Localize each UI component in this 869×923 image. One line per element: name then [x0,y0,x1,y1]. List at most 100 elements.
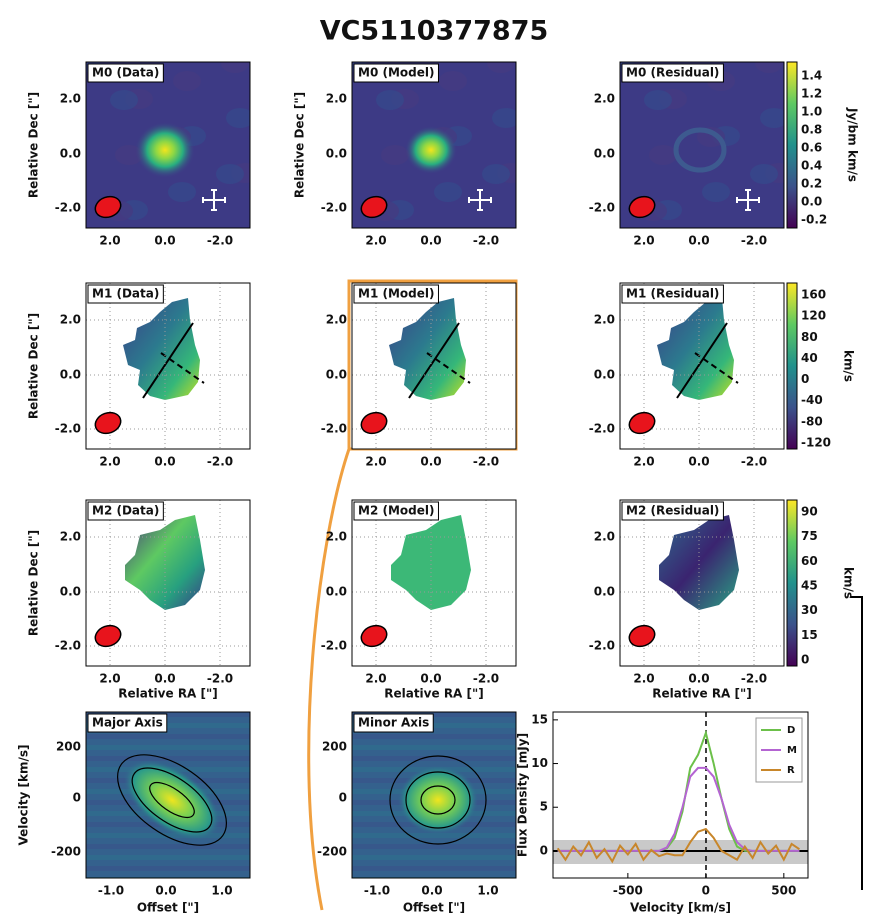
panel-label-box [353,501,439,521]
x-tick-label: -2.0 [741,234,767,248]
x-tick-label: 2.0 [99,455,120,469]
beam [360,411,388,435]
series-line [556,827,800,864]
stripe [86,723,250,728]
panel-label: M2 (Residual) [626,504,719,518]
panel-label: Major Axis [92,716,163,730]
colorbar-tick-label: 0 [801,372,809,386]
y-tick-label: 2.0 [326,313,347,327]
panel-label: M0 (Data) [92,66,159,80]
y-tick-label: 0.0 [594,368,615,382]
y-tick-label: -2.0 [55,201,81,215]
y-tick-label: -2.0 [589,201,615,215]
panel-label-box [87,713,168,733]
y-tick-label: 0.0 [326,368,347,382]
colorbar-tick-label: 0.8 [801,123,822,137]
y-tick-label: 0.0 [60,147,81,161]
colorbar-tick-label: 45 [801,579,818,593]
emission-blob [405,126,457,174]
y-tick-label: 2.0 [594,92,615,106]
y-tick-label: 200 [322,740,347,754]
panel-label-box [353,63,439,83]
panel-frame [351,282,517,450]
x-tick-label: -2.0 [473,455,499,469]
y-tick-label: 0.0 [326,147,347,161]
map-region [391,515,471,610]
colorbar-tick-label: 0.6 [801,141,822,155]
panel-label: M1 (Residual) [626,287,719,301]
panel-label-box [87,63,164,83]
colorbar-tick-label: 0.4 [801,159,822,173]
figure-title: VC5110377875 [320,16,549,47]
y-tick-label: 200 [56,740,81,754]
x-axis-title: Relative RA ["] [118,687,218,701]
minor-axis-line [426,352,471,384]
x-axis-title: Offset ["] [137,901,199,915]
colorbar-tick-label: -40 [801,393,823,407]
noise [381,145,409,165]
noise [492,108,516,128]
colorbar-tick-label: -0.2 [801,213,827,227]
stripe [86,734,250,739]
pv-panel [352,712,516,878]
noise [750,164,778,184]
map-panel [620,500,784,666]
beam [360,624,388,648]
x-tick-label: 500 [771,884,796,898]
y-tick-label: 0.0 [60,368,81,382]
noise [434,182,462,202]
y-axis-title: Velocity [km/s] [17,744,31,845]
y-tick-label: -2.0 [321,201,347,215]
noise [487,62,515,73]
y-tick-label: 2.0 [594,530,615,544]
panel-label: M0 (Residual) [626,66,719,80]
colorbar-tick-label: 120 [801,309,826,323]
x-tick-label: 0.0 [154,672,175,686]
colorbar-tick-label: -120 [801,436,831,450]
y-tick-label: 0.0 [594,147,615,161]
error-cross [468,189,492,211]
legend-label: M [787,745,797,756]
stripe [86,855,250,860]
noise [702,182,730,202]
noise [226,108,250,128]
x-tick-label: -1.0 [98,884,124,898]
panel-label: M2 (Data) [92,504,159,518]
y-tick-label: 0 [540,843,548,857]
panel-label: M0 (Model) [358,66,434,80]
colorbar [786,282,798,450]
y-tick-label: 0 [339,791,347,805]
y-tick-label: 2.0 [326,530,347,544]
noise [168,182,196,202]
noise [760,108,784,128]
contour [131,767,213,833]
y-tick-label: -2.0 [321,422,347,436]
colorbar-tick-label: 0 [801,653,809,667]
beam [628,195,656,219]
y-tick-label: -2.0 [589,422,615,436]
noise [439,71,467,91]
x-tick-label: -2.0 [473,234,499,248]
x-tick-label: 2.0 [365,455,386,469]
y-tick-label: -2.0 [589,639,615,653]
colorbar-tick-label: 160 [801,288,826,302]
colorbar-label: km/s [842,350,856,382]
y-tick-label: 2.0 [60,530,81,544]
colorbar-tick-label: 0.2 [801,177,822,191]
stripe [352,855,516,860]
beam [94,411,122,435]
x-tick-label: 0 [702,884,710,898]
y-tick-label: -2.0 [321,639,347,653]
contour [420,785,456,815]
frame-edge [850,596,863,890]
panel-label: M2 (Model) [358,504,434,518]
panel-frame [351,499,517,667]
beam [360,195,388,219]
panel-label-box [621,284,724,304]
map-region [125,515,205,610]
x-tick-label: 0.0 [421,884,442,898]
emission-blob [135,122,195,178]
y-tick-label: 2.0 [60,313,81,327]
stripe [86,712,250,717]
noise [755,62,783,73]
